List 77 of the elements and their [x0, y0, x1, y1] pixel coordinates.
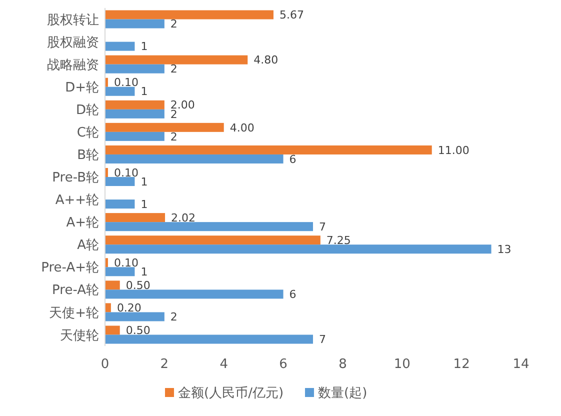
y-tick-label: Pre-A+轮 [41, 260, 99, 276]
y-tick-label: 战略融资 [47, 58, 99, 73]
data-label: 0.10 [114, 166, 138, 180]
data-label: 2 [170, 18, 178, 31]
y-tick-label: B轮 [77, 148, 99, 164]
data-label: 0.10 [114, 76, 138, 90]
legend-label: 金额(人民币/亿元) [178, 386, 284, 401]
bar [105, 222, 313, 232]
bar [105, 290, 284, 299]
bar [105, 280, 120, 290]
bar [105, 200, 135, 209]
data-label: 0.20 [116, 302, 142, 315]
x-tick-label: 10 [394, 357, 410, 372]
y-tick-label: A++轮 [55, 193, 99, 208]
bar [105, 145, 432, 154]
bar [105, 312, 164, 322]
bar [105, 86, 135, 96]
bar [105, 267, 135, 276]
bar [105, 42, 135, 51]
bar [105, 100, 164, 110]
bar [105, 326, 120, 335]
bar [105, 303, 111, 312]
data-label: 6 [289, 152, 296, 166]
bar [105, 55, 248, 64]
y-tick-label: C轮 [76, 125, 99, 140]
data-label: 4.80 [254, 54, 278, 67]
bar [105, 64, 164, 74]
legend-label: 数量(起) [318, 386, 368, 401]
data-label: 11.00 [438, 144, 470, 157]
data-label: 7 [319, 333, 326, 346]
data-label: 1 [140, 85, 148, 98]
x-tick-label: 2 [160, 357, 169, 372]
data-label: 0.50 [126, 279, 150, 292]
y-tick-label: 天使轮 [60, 328, 99, 344]
y-tick-label: 天使+轮 [49, 306, 99, 321]
bar [105, 132, 164, 141]
x-tick-label: 6 [279, 357, 288, 372]
y-tick-label: A轮 [77, 238, 99, 254]
y-tick-label: Pre-B轮 [52, 170, 99, 186]
x-tick-label: 8 [338, 357, 347, 372]
bar [105, 19, 164, 28]
bar [105, 122, 224, 132]
data-label: 5.67 [279, 8, 304, 22]
data-label: 2 [170, 310, 178, 324]
data-label: 1 [140, 175, 148, 188]
bar [105, 10, 274, 20]
bar [105, 236, 320, 245]
y-tick-label: A+轮 [66, 216, 99, 231]
data-label: 1 [140, 198, 148, 211]
x-tick-label: 0 [100, 357, 110, 372]
y-tick-label: 股权转让 [47, 12, 99, 28]
data-label: 7.25 [326, 234, 351, 247]
data-label: 13 [497, 242, 512, 256]
data-label: 4.00 [230, 121, 254, 134]
data-label: 1 [140, 265, 148, 278]
bar [105, 213, 166, 222]
x-tick-label: 4 [220, 357, 228, 372]
data-label: 0.50 [126, 324, 150, 338]
bar [105, 154, 284, 164]
data-label: 2 [170, 130, 178, 144]
y-tick-label: 股权融资 [47, 35, 99, 50]
data-label: 2 [170, 108, 178, 121]
data-label: 1 [140, 40, 148, 54]
x-tick-label: 12 [453, 357, 470, 372]
data-label: 0.10 [114, 256, 138, 270]
data-label: 2 [170, 62, 178, 76]
y-tick-label: D轮 [76, 102, 99, 118]
bar [105, 177, 135, 186]
bar [105, 109, 164, 118]
y-tick-label: Pre-A轮 [52, 283, 99, 298]
y-tick-label: D+轮 [65, 80, 99, 96]
data-label: 7 [319, 220, 326, 234]
bar [105, 334, 313, 344]
data-label: 6 [289, 288, 296, 302]
data-label: 2.02 [171, 211, 196, 224]
x-tick-label: 14 [512, 357, 530, 372]
bar [105, 244, 492, 254]
